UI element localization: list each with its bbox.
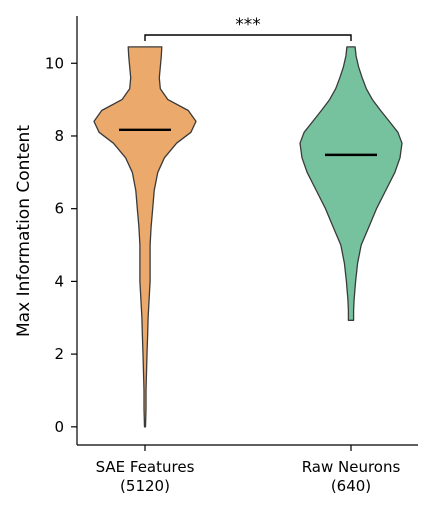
y-tick-label: 10 [45, 54, 64, 72]
y-tick-label: 4 [54, 272, 64, 290]
y-tick-label: 0 [54, 418, 64, 436]
violin-body [299, 46, 403, 321]
y-axis-label: Max Information Content [14, 125, 34, 337]
y-tick-label: 2 [54, 345, 64, 363]
violin-body [93, 46, 197, 428]
significance-bracket: *** [144, 15, 352, 41]
x-tick-label: Raw Neurons [302, 458, 401, 476]
violins [93, 46, 403, 428]
y-tick-label: 8 [54, 127, 64, 145]
y-tick-label: 6 [54, 200, 64, 218]
x-tick-count-label: (5120) [120, 477, 170, 495]
significance-label: *** [235, 15, 261, 35]
x-tick-count-label: (640) [331, 477, 371, 495]
x-ticks: SAE Features(5120) Raw Neurons(640) [96, 445, 401, 495]
axes: 0 2 4 6 8 10 SAE Features(5120) Raw Neurons(64… [45, 16, 418, 495]
y-ticks: 0 2 4 6 8 10 [45, 54, 77, 436]
significance-bracket-line [144, 34, 352, 41]
x-tick-label: SAE Features [96, 458, 195, 476]
